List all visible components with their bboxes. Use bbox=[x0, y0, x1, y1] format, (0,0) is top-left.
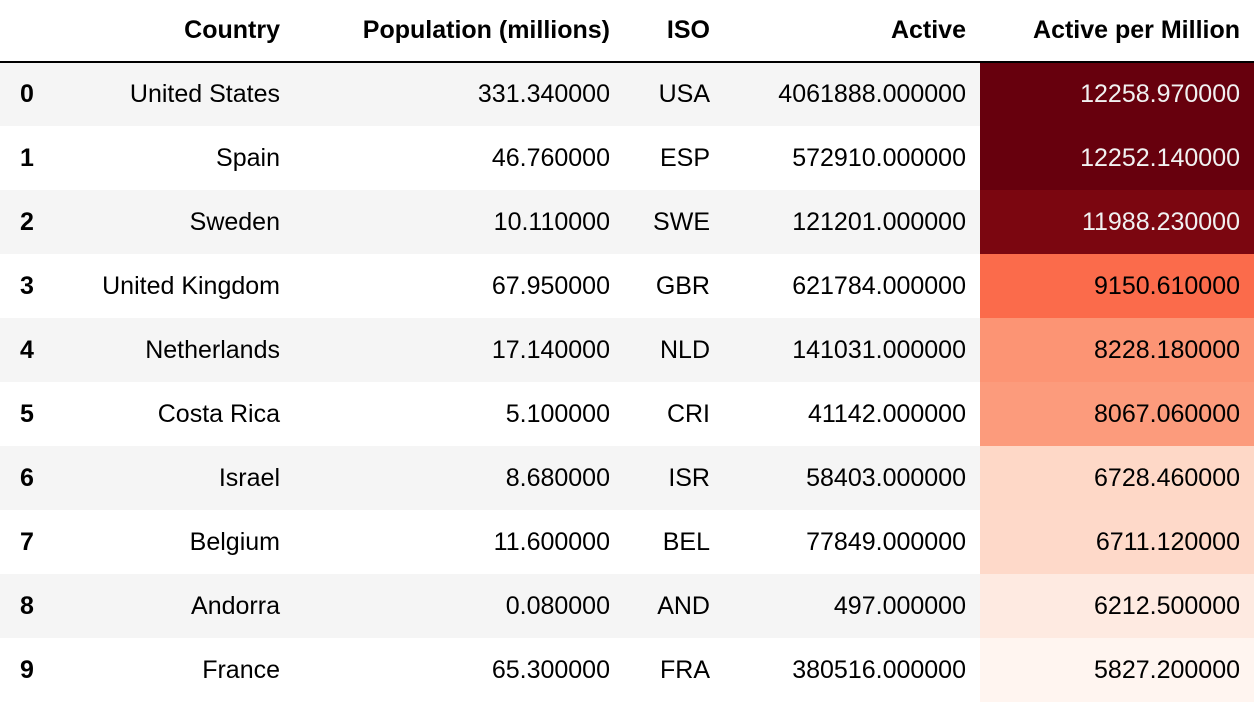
cell-country: Costa Rica bbox=[157, 399, 280, 428]
header-active-per-million: Active per Million bbox=[1033, 16, 1240, 44]
cell-country: United Kingdom bbox=[102, 271, 280, 300]
cell-population: 46.760000 bbox=[491, 143, 610, 172]
cell-active-per-million: 9150.610000 bbox=[980, 254, 1254, 318]
cell-active-per-million: 12258.970000 bbox=[980, 62, 1254, 126]
cell-active: 77849.000000 bbox=[806, 527, 966, 556]
cell-iso: ESP bbox=[659, 143, 710, 172]
table-row: 8 Andorra 0.080000 AND 497.000000 6212.500000 bbox=[0, 574, 1254, 638]
cell-active-per-million: 6711.120000 bbox=[980, 510, 1254, 574]
cell-active: 572910.000000 bbox=[792, 143, 966, 172]
cell-active: 621784.000000 bbox=[792, 271, 966, 300]
cell-active: 58403.000000 bbox=[806, 463, 966, 492]
cell-active: 380516.000000 bbox=[792, 655, 966, 684]
cell-country: United States bbox=[129, 80, 280, 108]
cell-country: Spain bbox=[216, 143, 280, 172]
row-index: 2 bbox=[20, 207, 34, 236]
table-row: 5 Costa Rica 5.100000 CRI 41142.000000 8067.0… bbox=[0, 382, 1254, 446]
table-row: 2 Sweden 10.110000 SWE 121201.000000 11988.23… bbox=[0, 190, 1254, 254]
cell-iso: SWE bbox=[653, 207, 710, 236]
cell-active-per-million: 12252.140000 bbox=[980, 126, 1254, 190]
cell-iso: ISR bbox=[668, 463, 710, 492]
header-index bbox=[0, 0, 52, 62]
row-index: 1 bbox=[20, 143, 34, 172]
cell-iso: CRI bbox=[666, 399, 710, 428]
cell-active-per-million: 11988.230000 bbox=[980, 190, 1254, 254]
cell-iso: GBR bbox=[655, 271, 710, 300]
header-iso: ISO bbox=[666, 16, 710, 44]
row-index: 0 bbox=[20, 80, 34, 108]
table-row: 3 United Kingdom 67.950000 GBR 621784.000000… bbox=[0, 254, 1254, 318]
table-body: 0 United States 331.340000 USA 4061888.00000… bbox=[0, 62, 1254, 702]
table-row: 0 United States 331.340000 USA 4061888.00000… bbox=[0, 62, 1254, 126]
row-index: 6 bbox=[20, 463, 34, 492]
cell-country: Andorra bbox=[191, 591, 280, 620]
cell-population: 65.300000 bbox=[491, 655, 610, 684]
cell-country: France bbox=[202, 655, 280, 684]
cell-population: 331.340000 bbox=[477, 80, 610, 108]
cell-population: 11.600000 bbox=[493, 527, 610, 556]
row-index: 9 bbox=[20, 655, 34, 684]
cell-active-per-million: 5827.200000 bbox=[980, 638, 1254, 702]
cell-active-per-million: 6212.500000 bbox=[980, 574, 1254, 638]
cell-country: Belgium bbox=[189, 527, 280, 556]
cell-iso: NLD bbox=[659, 335, 710, 364]
cell-country: Israel bbox=[218, 463, 280, 492]
cell-iso: BEL bbox=[662, 527, 710, 556]
table-row: 9 France 65.300000 FRA 380516.000000 5827.200… bbox=[0, 638, 1254, 702]
cell-active-per-million: 6728.460000 bbox=[980, 446, 1254, 510]
table-row: 4 Netherlands 17.140000 NLD 141031.000000 822… bbox=[0, 318, 1254, 382]
row-index: 4 bbox=[20, 335, 34, 364]
cell-active-per-million: 8228.180000 bbox=[980, 318, 1254, 382]
header-population: Population (millions) bbox=[362, 16, 610, 44]
row-index: 3 bbox=[20, 271, 34, 300]
cell-population: 0.080000 bbox=[505, 591, 610, 620]
table-header: Country Population (millions) ISO Active… bbox=[0, 0, 1254, 62]
cell-active: 4061888.000000 bbox=[778, 80, 966, 108]
cell-country: Sweden bbox=[189, 207, 280, 236]
table-row: 6 Israel 8.680000 ISR 58403.000000 6728.46000… bbox=[0, 446, 1254, 510]
header-row: Country Population (millions) ISO Active… bbox=[0, 0, 1254, 62]
cell-population: 8.680000 bbox=[505, 463, 610, 492]
cell-active: 121201.000000 bbox=[792, 207, 966, 236]
row-index: 5 bbox=[20, 399, 34, 428]
cell-iso: FRA bbox=[660, 655, 710, 684]
cell-population: 10.110000 bbox=[493, 207, 610, 236]
header-country: Country bbox=[184, 16, 280, 44]
cell-population: 17.140000 bbox=[491, 335, 610, 364]
cell-active: 497.000000 bbox=[833, 591, 966, 620]
cell-iso: AND bbox=[657, 591, 710, 620]
cell-population: 67.950000 bbox=[491, 271, 610, 300]
cell-active: 41142.000000 bbox=[807, 399, 966, 428]
header-active: Active bbox=[890, 16, 966, 44]
cell-country: Netherlands bbox=[145, 335, 280, 364]
cell-active: 141031.000000 bbox=[792, 335, 966, 364]
cell-population: 5.100000 bbox=[505, 399, 610, 428]
row-index: 7 bbox=[20, 527, 34, 556]
row-index: 8 bbox=[20, 591, 34, 620]
cell-active-per-million: 8067.060000 bbox=[980, 382, 1254, 446]
table-row: 7 Belgium 11.600000 BEL 77849.000000 6711.120… bbox=[0, 510, 1254, 574]
cell-iso: USA bbox=[658, 80, 710, 108]
table-row: 1 Spain 46.760000 ESP 572910.000000 12252.140… bbox=[0, 126, 1254, 190]
